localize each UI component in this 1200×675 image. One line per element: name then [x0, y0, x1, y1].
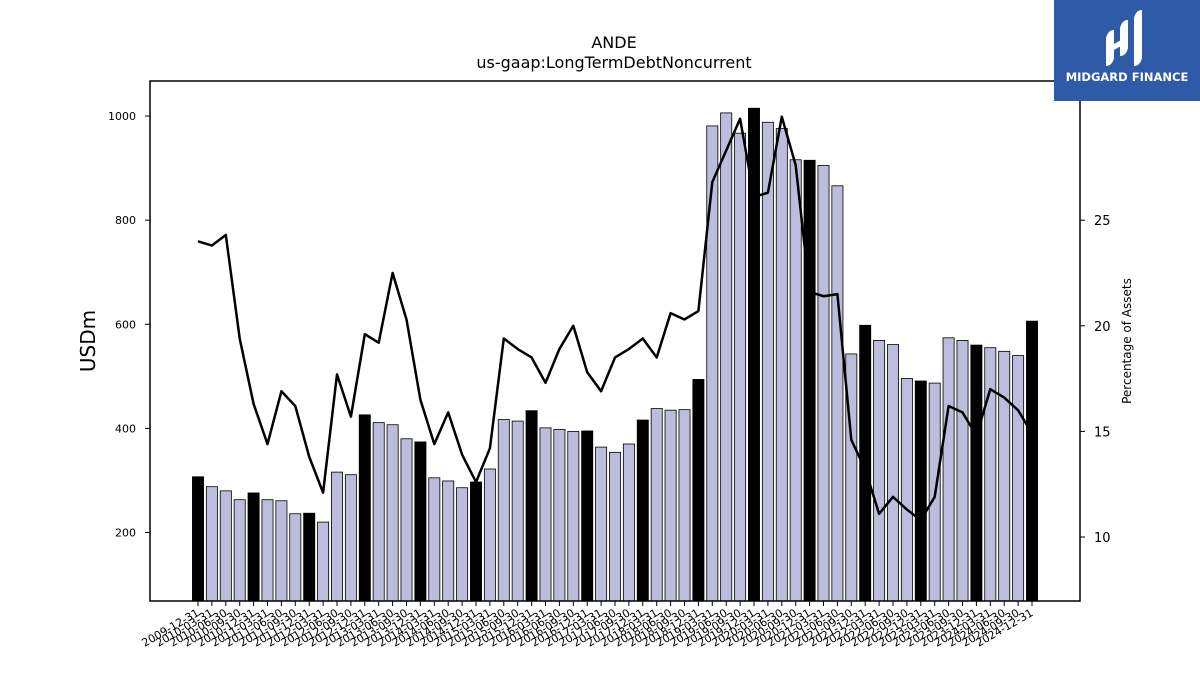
- bar: [205, 486, 218, 602]
- bar: [567, 431, 580, 602]
- bar: [636, 419, 649, 602]
- bar: [233, 499, 246, 602]
- bar: [581, 430, 594, 602]
- bar: [720, 112, 733, 602]
- y-tick-label: 1000: [108, 110, 136, 123]
- percentage-line: [197, 115, 1034, 522]
- y-tick-label: 200: [115, 526, 136, 539]
- bar: [247, 492, 260, 602]
- bar: [914, 380, 927, 602]
- bar: [483, 468, 496, 602]
- bar: [984, 347, 997, 602]
- y-tick-label: 600: [115, 318, 136, 331]
- bar: [553, 429, 566, 602]
- bar: [803, 159, 816, 602]
- y2-tick-label: 25: [1094, 214, 1111, 229]
- chart-title: ANDE: [591, 33, 636, 52]
- x-axis: 2009-12-312010-03-312010-06-302010-09-30…: [140, 601, 1036, 650]
- bar: [622, 443, 635, 602]
- bar: [344, 474, 357, 602]
- y-axis-label: USDm: [76, 310, 100, 372]
- y2-tick-label: 20: [1094, 320, 1111, 335]
- bar: [956, 339, 969, 602]
- bar: [678, 409, 691, 602]
- midgard-finance-logo: MIDGARD FINANCE: [1054, 0, 1200, 101]
- bar: [219, 490, 232, 602]
- bar: [386, 424, 399, 602]
- bar: [831, 185, 844, 602]
- bar: [775, 128, 788, 602]
- bar: [664, 409, 677, 602]
- line-layer: [197, 115, 1034, 522]
- bar: [887, 344, 899, 602]
- bar: [817, 165, 830, 602]
- chart-subtitle: us-gaap:LongTermDebtNoncurrent: [476, 53, 751, 72]
- bar: [289, 513, 302, 602]
- y2-axis-label: Percentage of Assets: [1120, 278, 1134, 404]
- bar: [275, 500, 288, 602]
- left-axis: 200 400 600 800 1000: [108, 110, 150, 539]
- bar: [942, 337, 955, 602]
- bar: [358, 414, 371, 602]
- bar: [692, 379, 705, 602]
- logo-mark-icon: MIDGARD FINANCE: [1066, 10, 1189, 84]
- logo-text: MIDGARD FINANCE: [1066, 70, 1189, 84]
- bar: [734, 132, 747, 602]
- bar: [414, 441, 427, 602]
- bar: [998, 350, 1011, 602]
- bar: [372, 422, 385, 602]
- bar: [1026, 320, 1038, 602]
- right-axis: 10 15 20 25: [1080, 214, 1111, 546]
- bar: [595, 446, 608, 602]
- y2-tick-label: 10: [1094, 531, 1111, 546]
- bar: [192, 476, 204, 602]
- bar: [400, 438, 413, 602]
- y-tick-label: 800: [115, 214, 136, 227]
- y2-tick-label: 15: [1094, 425, 1111, 440]
- bar: [261, 499, 274, 602]
- bar: [650, 408, 663, 602]
- bar: [317, 521, 330, 602]
- bar: [331, 471, 343, 602]
- bar: [706, 125, 719, 602]
- bar: [511, 420, 524, 602]
- bar: [970, 344, 983, 602]
- bar: [873, 339, 886, 602]
- bar: [789, 159, 802, 602]
- bar: [609, 451, 621, 602]
- bar: [303, 512, 316, 602]
- bar: [900, 377, 913, 602]
- y-tick-label: 400: [115, 422, 136, 435]
- bar: [456, 487, 469, 602]
- bars-layer: [192, 107, 1038, 602]
- bar: [442, 480, 455, 602]
- bar: [497, 419, 510, 602]
- bar: [539, 427, 552, 602]
- bar: [525, 410, 538, 602]
- bar: [428, 477, 441, 602]
- bar: [1012, 355, 1025, 602]
- bar: [470, 481, 482, 602]
